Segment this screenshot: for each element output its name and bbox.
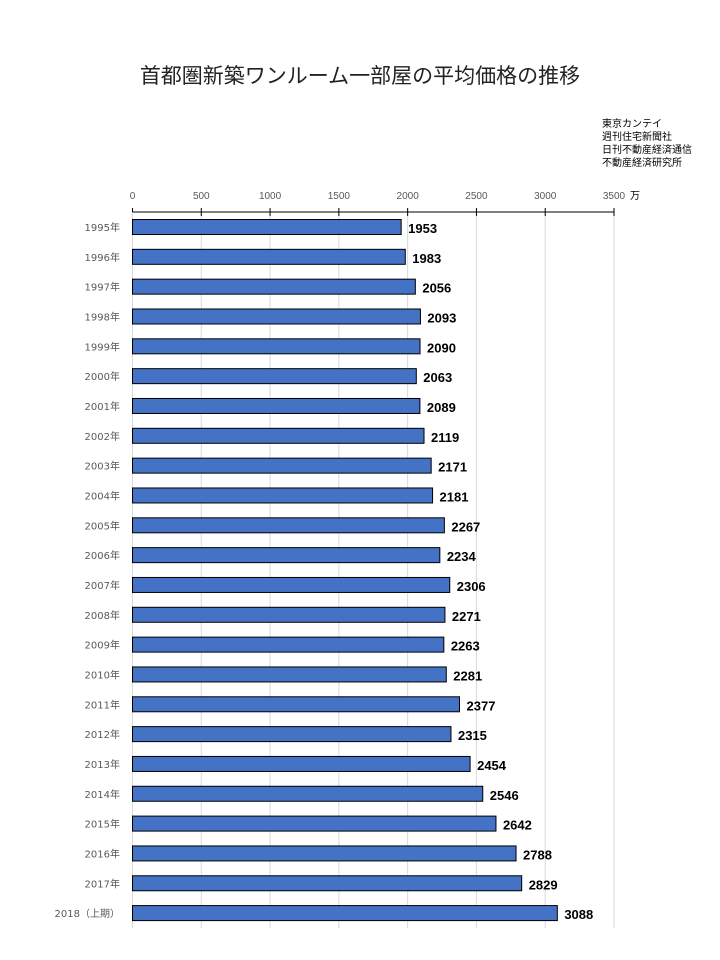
bar: [132, 248, 406, 265]
bar: [132, 427, 425, 444]
bar: [132, 576, 451, 593]
category-label: 1997年: [85, 281, 120, 294]
bar: [132, 308, 421, 325]
category-label: 2015年: [85, 818, 120, 831]
data-label: 2181: [440, 489, 469, 504]
data-label: 2119: [431, 430, 459, 445]
data-label: 1983: [412, 251, 441, 266]
category-label: 2014年: [85, 788, 120, 801]
data-label: 2546: [490, 788, 519, 803]
bar: [132, 755, 471, 772]
bar: [132, 397, 421, 414]
bar: [132, 517, 445, 534]
x-tick-label: 500: [193, 191, 210, 202]
data-label: 2093: [427, 310, 456, 325]
bar: [132, 219, 402, 235]
category-label: 2005年: [85, 519, 120, 532]
bar: [132, 606, 446, 623]
source-item: 週刊住宅新聞社: [602, 132, 672, 143]
bar: [132, 547, 441, 564]
chart-title: 首都圏新築ワンルーム一部屋の平均価格の推移: [139, 64, 581, 88]
data-label: 2234: [447, 549, 477, 564]
category-label: 2012年: [85, 728, 120, 741]
sources-list: 東京カンテイ 週刊住宅新聞社 日刊不動産経済通信 不動産経済研究所: [602, 118, 692, 170]
bar: [132, 278, 416, 295]
category-label: 2010年: [85, 668, 120, 681]
data-label: 2454: [477, 758, 507, 773]
category-label: 1998年: [85, 310, 120, 323]
category-label: 2006年: [85, 549, 120, 562]
bar: [132, 457, 432, 474]
x-tick-label: 1000: [259, 191, 282, 202]
category-label: 2018（上期）: [55, 908, 120, 920]
category-label: 2002年: [85, 430, 120, 443]
data-label: 2788: [523, 847, 552, 862]
data-label: 2056: [422, 281, 451, 296]
unit-label: 万: [630, 191, 640, 202]
category-label: 1999年: [85, 340, 120, 353]
data-label: 2377: [467, 698, 496, 713]
source-item: 日刊不動産経済通信: [602, 145, 692, 156]
category-label: 2000年: [85, 370, 120, 383]
data-label: 1953: [408, 221, 437, 236]
category-label: 2009年: [85, 639, 120, 652]
category-label: 2001年: [85, 400, 120, 413]
category-label: 2011年: [85, 698, 120, 711]
bar: [132, 905, 558, 922]
bar: [132, 368, 417, 385]
data-label: 2281: [453, 668, 482, 683]
data-label: 2263: [451, 639, 480, 654]
category-label: 1995年: [85, 221, 120, 234]
category-label: 2008年: [85, 609, 120, 622]
source-item: 東京カンテイ: [602, 119, 662, 130]
category-label: 1996年: [85, 251, 120, 264]
data-label: 2271: [452, 609, 481, 624]
data-label: 2063: [423, 370, 452, 385]
bar: [132, 875, 523, 892]
x-tick-label: 3500: [603, 191, 626, 202]
data-label: 2267: [451, 519, 480, 534]
bar: [132, 785, 484, 802]
x-tick-label: 1500: [328, 191, 351, 202]
data-label: 2315: [458, 728, 487, 743]
category-label: 2007年: [85, 579, 120, 592]
category-label: 2013年: [85, 758, 120, 771]
bar: [132, 845, 517, 862]
bar: [132, 338, 421, 355]
data-label: 2171: [438, 460, 467, 475]
category-label: 2016年: [85, 847, 120, 860]
x-tick-label: 2500: [465, 191, 488, 202]
data-label: 3088: [564, 907, 593, 922]
x-tick-label: 0: [130, 191, 136, 202]
data-label: 2306: [457, 579, 486, 594]
data-label: 2829: [529, 877, 558, 892]
category-label: 2004年: [85, 489, 120, 502]
x-tick-label: 3000: [534, 191, 557, 202]
data-label: 2090: [427, 340, 456, 355]
source-item: 不動産経済研究所: [602, 158, 682, 169]
bar: [132, 666, 447, 683]
data-label: 2642: [503, 818, 532, 833]
x-tick-label: 2000: [397, 191, 420, 202]
bar: [132, 636, 445, 653]
bar: [132, 696, 461, 713]
category-label: 2003年: [85, 460, 120, 473]
bar: [132, 815, 497, 832]
category-label: 2017年: [85, 877, 120, 890]
bar: [132, 726, 452, 743]
bar: [132, 487, 434, 504]
data-label: 2089: [427, 400, 456, 415]
